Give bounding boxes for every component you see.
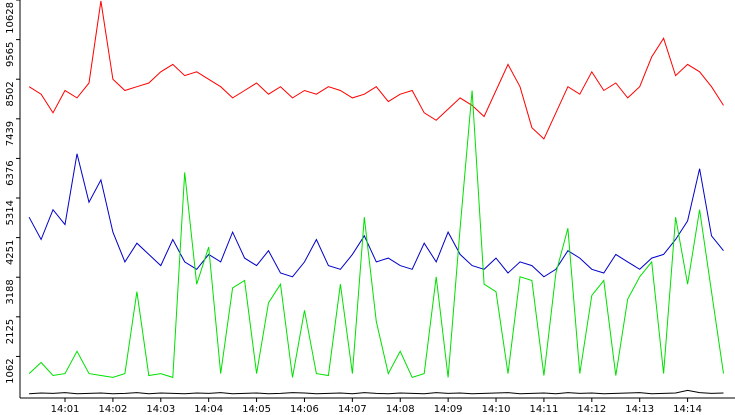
series-line xyxy=(28,90,724,379)
y-tick-label: 6376 xyxy=(5,160,16,185)
y-tick-label: 4251 xyxy=(5,240,16,265)
x-tick-label: 14:06 xyxy=(290,404,319,415)
y-tick-label: 3188 xyxy=(5,279,16,304)
x-tick-label: 14:13 xyxy=(625,404,654,415)
series-line xyxy=(29,389,724,395)
x-tick-label: 14:04 xyxy=(194,404,223,415)
x-tick-label: 14:14 xyxy=(673,404,702,415)
x-tick-label: 14:02 xyxy=(98,404,127,415)
x-tick-label: 14:10 xyxy=(482,404,511,415)
x-tick-label: 14:11 xyxy=(530,404,559,415)
y-tick-label: 5314 xyxy=(5,200,16,225)
y-tick-label: 10628 xyxy=(5,2,16,34)
x-tick-label: 14:08 xyxy=(386,404,415,415)
x-tick-label: 14:03 xyxy=(146,404,175,415)
series-line xyxy=(28,0,724,140)
x-tick-label: 14:12 xyxy=(577,404,606,415)
y-tick-label: 9565 xyxy=(5,42,16,67)
y-tick-label: 8502 xyxy=(5,81,16,106)
x-tick-label: 14:07 xyxy=(338,404,367,415)
x-tick-label: 14:01 xyxy=(51,404,80,415)
series-line xyxy=(28,153,724,278)
x-tick-label: 14:05 xyxy=(242,404,271,415)
y-tick-label: 1062 xyxy=(5,358,16,383)
y-tick-label: 7439 xyxy=(5,121,16,146)
x-tick-label: 14:09 xyxy=(434,404,463,415)
y-tick-label: 2125 xyxy=(5,319,16,344)
